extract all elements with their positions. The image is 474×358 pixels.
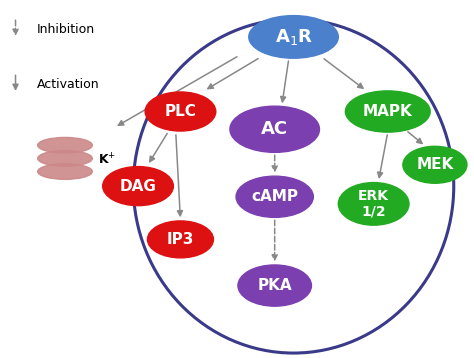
Ellipse shape: [403, 146, 467, 183]
Text: ERK
1/2: ERK 1/2: [358, 189, 389, 218]
Text: MEK: MEK: [416, 157, 454, 172]
Text: K$^{+}$: K$^{+}$: [98, 152, 116, 167]
Text: PKA: PKA: [257, 278, 292, 293]
Text: AC: AC: [261, 120, 288, 138]
Ellipse shape: [145, 92, 216, 131]
Ellipse shape: [238, 265, 311, 306]
Ellipse shape: [37, 164, 92, 179]
Ellipse shape: [249, 16, 338, 58]
Ellipse shape: [230, 106, 319, 153]
Ellipse shape: [338, 183, 409, 225]
Ellipse shape: [147, 221, 213, 258]
Ellipse shape: [103, 166, 173, 205]
Text: cAMP: cAMP: [251, 189, 298, 204]
Text: PLC: PLC: [164, 104, 196, 119]
Text: MAPK: MAPK: [363, 104, 413, 119]
Ellipse shape: [346, 91, 430, 132]
Text: Activation: Activation: [36, 78, 100, 91]
Ellipse shape: [37, 151, 92, 166]
Ellipse shape: [37, 137, 92, 153]
Text: Inhibition: Inhibition: [36, 23, 95, 36]
Text: A$_{1}$R: A$_{1}$R: [274, 27, 312, 47]
Text: IP3: IP3: [167, 232, 194, 247]
Ellipse shape: [236, 176, 313, 217]
Text: DAG: DAG: [119, 179, 156, 194]
